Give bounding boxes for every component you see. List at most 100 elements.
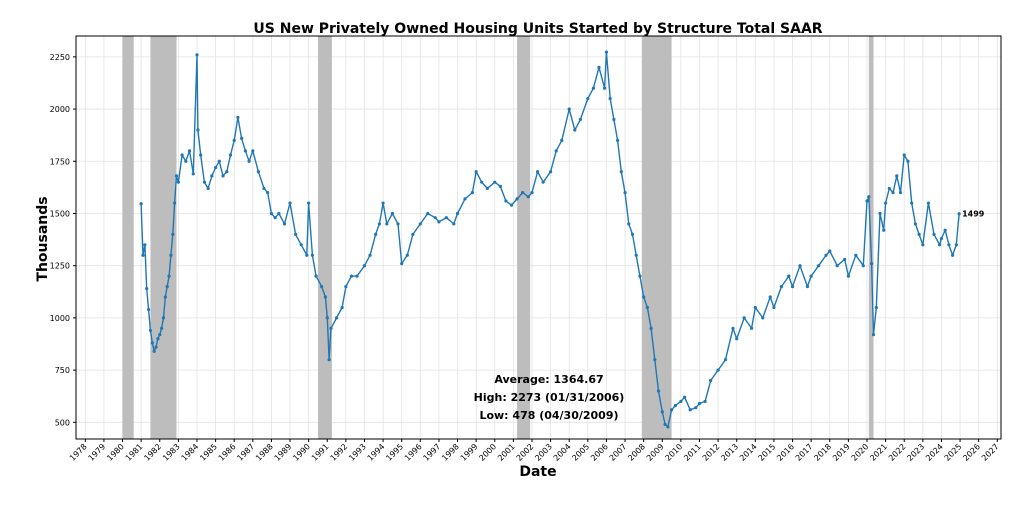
data-point: [891, 191, 895, 195]
data-point: [913, 222, 917, 226]
data-point: [213, 165, 218, 170]
data-point: [340, 305, 344, 310]
data-point: [171, 232, 175, 236]
recession-band: [317, 36, 332, 439]
data-point: [709, 378, 713, 383]
data-point: [666, 425, 670, 429]
data-point: [604, 50, 609, 54]
data-point: [277, 211, 281, 216]
data-point: [660, 410, 664, 414]
data-point: [396, 222, 400, 226]
data-point: [160, 326, 164, 330]
x-tick-label: 1991: [310, 442, 331, 463]
data-point: [314, 274, 318, 278]
data-point: [917, 232, 921, 236]
data-point: [809, 274, 813, 278]
x-tick-label: 2011: [682, 442, 703, 463]
x-tick-label: 1981: [124, 442, 145, 463]
data-point: [485, 186, 489, 191]
data-point: [683, 395, 687, 399]
data-point: [184, 159, 188, 163]
data-point: [154, 345, 158, 349]
data-point: [305, 253, 309, 257]
x-tick-label: 2010: [664, 442, 685, 463]
data-point: [217, 159, 221, 163]
data-point: [187, 149, 192, 153]
data-point: [750, 326, 754, 330]
x-tick-label: 2004: [552, 442, 573, 463]
x-tick-label: 1982: [142, 442, 163, 463]
data-point: [630, 232, 635, 236]
y-tick-label: 2000: [50, 105, 70, 114]
x-tick-label: 2020: [850, 442, 871, 463]
x-tick-label: 1998: [440, 442, 461, 463]
data-point: [846, 274, 850, 278]
data-point: [947, 243, 951, 247]
data-point: [221, 174, 225, 178]
data-point: [787, 274, 791, 278]
data-point: [887, 186, 891, 191]
data-point: [152, 349, 156, 353]
data-point: [327, 358, 331, 362]
x-tick-label: 2019: [831, 442, 852, 463]
x-tick-label: 2016: [775, 442, 796, 463]
y-tick-label: 500: [55, 418, 70, 427]
data-point: [349, 274, 354, 278]
y-tick-label: 1750: [50, 157, 70, 166]
x-tick-label: 2025: [943, 442, 964, 463]
data-point: [843, 257, 847, 262]
data-point: [405, 253, 409, 257]
x-tick-label: 1985: [198, 442, 219, 463]
data-point: [541, 180, 545, 184]
data-point: [362, 264, 367, 268]
data-point: [805, 284, 810, 289]
data-point: [176, 180, 180, 184]
data-point: [195, 53, 199, 57]
data-point: [824, 253, 828, 257]
data-point: [597, 65, 601, 69]
data-point: [656, 389, 661, 393]
data-point: [266, 191, 270, 195]
x-tick-label: 1993: [347, 442, 368, 463]
recession-band: [122, 36, 134, 439]
data-point: [854, 253, 858, 257]
data-point: [673, 403, 677, 408]
data-point: [530, 191, 534, 195]
data-point: [521, 191, 525, 195]
data-point: [474, 170, 478, 174]
data-point: [210, 174, 214, 178]
data-point: [444, 216, 448, 220]
data-point: [199, 153, 203, 157]
x-tick-label: 1987: [235, 442, 256, 463]
y-tick-label: 750: [55, 366, 70, 375]
data-point: [761, 316, 765, 320]
x-tick-label: 2003: [533, 442, 554, 463]
x-tick-label: 2023: [905, 442, 926, 463]
data-point: [236, 115, 240, 120]
data-point: [240, 136, 244, 140]
data-point: [772, 305, 776, 310]
data-point: [906, 159, 910, 163]
data-point: [619, 170, 623, 174]
x-tick-label: 2015: [757, 442, 778, 463]
data-point: [493, 180, 497, 184]
data-point: [653, 358, 657, 362]
data-point: [649, 326, 653, 330]
x-tick-label: 2007: [608, 442, 629, 463]
data-point: [498, 184, 502, 188]
data-point: [669, 408, 674, 412]
data-point: [716, 368, 720, 372]
x-tick-label: 1983: [161, 442, 182, 463]
x-tick-label: 1990: [291, 442, 312, 463]
data-point: [323, 295, 327, 299]
data-point: [480, 180, 484, 184]
data-point: [957, 212, 961, 216]
data-point: [878, 211, 882, 216]
data-point: [225, 170, 229, 174]
data-point: [865, 199, 869, 203]
data-point: [470, 191, 475, 195]
data-point: [251, 149, 255, 153]
data-point: [161, 316, 166, 320]
x-tick-label: 2000: [477, 442, 498, 463]
data-point: [325, 316, 329, 320]
